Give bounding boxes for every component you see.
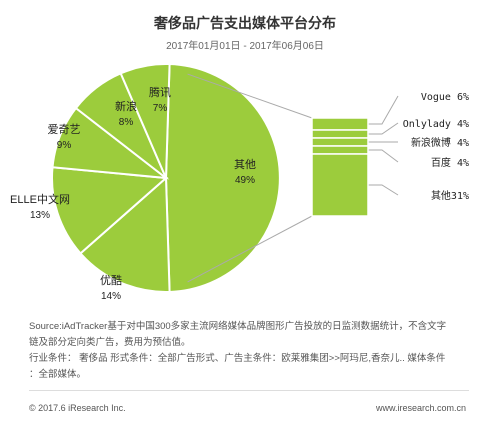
pie-to-bar-connector: [187, 215, 313, 283]
slice-label: 优酷: [100, 274, 122, 287]
slice-value: 49%: [235, 175, 255, 186]
breakdown-bar: [311, 117, 369, 217]
copyright: © 2017.6 iResearch Inc.: [29, 403, 126, 413]
slice-value: 13%: [30, 210, 50, 221]
pie-to-bar-connector: [187, 73, 313, 119]
chart-date-range: 2017年01月01日 - 2017年06月06日: [166, 41, 324, 52]
breakdown-connectors: [187, 73, 399, 283]
breakdown-leader-line: [368, 95, 399, 125]
breakdown-segment: [311, 145, 369, 155]
pie-labels: 其他 49% 优酷 14% ELLE中文网 13% 爱奇艺 9% 新浪 8% 腾讯 7%: [10, 85, 256, 302]
source-note-line: 行业条件： 奢侈品 形式条件：全部广告形式、广告主条件：欧莱雅集团>>阿玛尼,香…: [29, 353, 446, 364]
slice-label: 新浪: [115, 99, 137, 113]
breakdown-segment: [311, 137, 369, 147]
breakdown-label: 其他31%: [431, 189, 469, 202]
source-note-line: 链及部分定向类广告，费用为预估值。: [29, 337, 191, 348]
pie-slice: [51, 166, 169, 255]
breakdown-segment: [311, 129, 369, 139]
breakdown-leader-line: [368, 184, 399, 196]
breakdown-label: 新浪微博 4%: [411, 136, 469, 149]
breakdown-labels: Vogue 6% Onlylady 4% 新浪微博 4% 百度 4% 其他31%: [403, 92, 469, 202]
breakdown-label: 百度 4%: [431, 156, 469, 169]
chart-title: 奢侈品广告支出媒体平台分布: [154, 15, 336, 31]
slice-label: 腾讯: [149, 85, 171, 99]
slice-label: ELLE中文网: [10, 192, 70, 206]
source-note: Source:iAdTracker基于对中国300多家主流网络媒体品牌图形广告投…: [29, 319, 469, 383]
slice-label: 其他: [234, 158, 256, 171]
breakdown-segment: [311, 117, 369, 131]
slice-value: 7%: [153, 103, 168, 114]
breakdown-label: Vogue 6%: [421, 92, 469, 103]
slice-value: 9%: [57, 140, 72, 151]
breakdown-leader-line: [368, 149, 399, 163]
source-note-line: Source:iAdTracker基于对中国300多家主流网络媒体品牌图形广告投…: [29, 321, 447, 332]
source-note-line: ：全部媒体。: [29, 369, 87, 380]
pie-slice: [79, 175, 171, 293]
breakdown-leader-line: [368, 122, 399, 135]
slice-value: 8%: [119, 117, 134, 128]
footer-url[interactable]: www.iresearch.com.cn: [375, 403, 466, 413]
breakdown-label: Onlylady 4%: [403, 119, 469, 130]
slice-value: 14%: [101, 291, 121, 302]
pie-slice: [164, 63, 281, 293]
slice-label: 爱奇艺: [48, 123, 81, 136]
footer-divider: [29, 390, 469, 391]
pie-slices: [51, 63, 281, 293]
pie-slice: [119, 63, 171, 179]
breakdown-segment: [311, 153, 369, 217]
